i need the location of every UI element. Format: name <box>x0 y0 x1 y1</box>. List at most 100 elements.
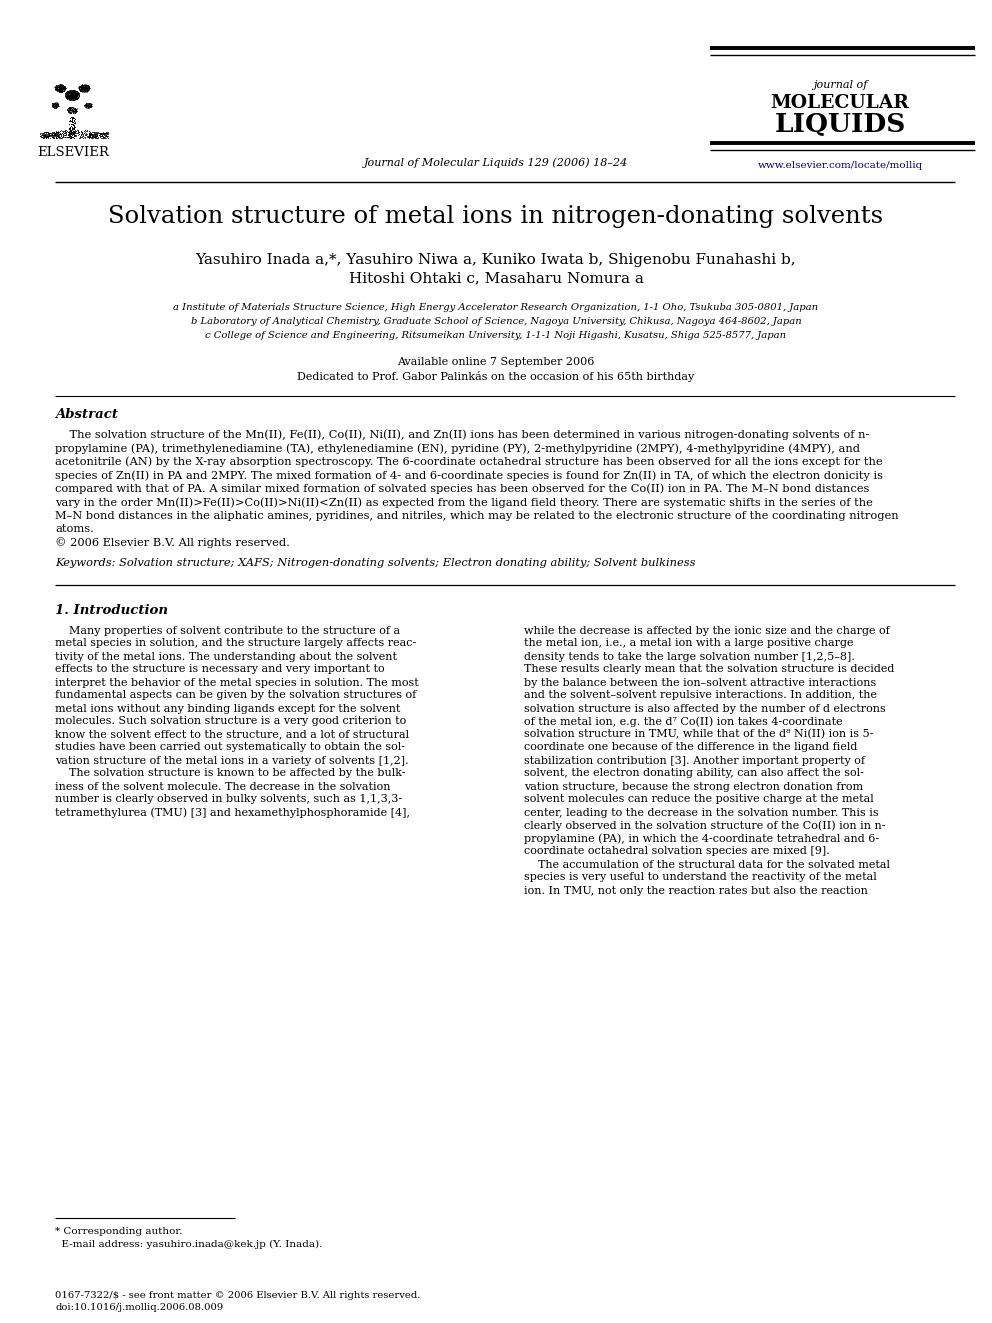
Point <box>61 87 76 108</box>
Point <box>34 127 50 148</box>
Point <box>82 97 98 118</box>
Point <box>49 97 64 118</box>
Point <box>51 75 66 97</box>
Point <box>80 94 96 115</box>
Point <box>73 77 89 98</box>
Point <box>77 77 93 98</box>
Point <box>51 77 66 98</box>
Point <box>53 75 68 97</box>
Point <box>94 127 110 148</box>
Point <box>74 74 90 95</box>
Point <box>60 83 75 105</box>
Point <box>47 95 62 116</box>
Point <box>53 74 68 95</box>
Point <box>77 75 93 97</box>
Point <box>62 87 78 108</box>
Point <box>45 127 61 148</box>
Point <box>59 86 74 107</box>
Point <box>65 86 81 107</box>
Point <box>75 78 91 99</box>
Point <box>64 79 80 101</box>
Point <box>84 123 100 144</box>
Point <box>59 87 74 108</box>
Point <box>78 78 94 99</box>
Point <box>53 75 68 97</box>
Point <box>62 102 78 123</box>
Point <box>60 99 75 120</box>
Point <box>66 79 82 101</box>
Point <box>51 77 66 98</box>
Point <box>66 124 82 146</box>
Point <box>66 87 82 108</box>
Point <box>79 97 95 118</box>
Point <box>52 77 67 98</box>
Point <box>62 81 78 102</box>
Point <box>50 74 65 95</box>
Point <box>67 99 83 120</box>
Point <box>79 97 95 118</box>
Point <box>55 75 70 97</box>
Point <box>72 75 88 97</box>
Point <box>32 126 48 147</box>
Point <box>70 86 86 107</box>
Point <box>67 86 83 107</box>
Point <box>48 78 63 99</box>
Point <box>62 120 77 142</box>
Point <box>67 99 83 120</box>
Point <box>72 78 88 99</box>
Point <box>65 110 81 131</box>
Point <box>67 101 83 122</box>
Point <box>79 75 95 97</box>
Point <box>65 83 81 105</box>
Point <box>51 81 66 102</box>
Point <box>52 74 67 95</box>
Point <box>46 127 62 148</box>
Point <box>76 79 92 101</box>
Point <box>73 81 89 102</box>
Point <box>77 75 93 97</box>
Point <box>83 95 99 116</box>
Point <box>99 124 115 146</box>
Point <box>46 93 62 114</box>
Point <box>45 95 61 116</box>
Point <box>48 77 63 98</box>
Point <box>71 78 87 99</box>
Point <box>79 79 95 101</box>
Point <box>64 124 80 146</box>
Point <box>50 123 65 144</box>
Point <box>46 122 62 143</box>
Point <box>40 123 56 144</box>
Point <box>76 77 92 98</box>
Point <box>67 112 83 134</box>
Point <box>67 126 83 147</box>
Point <box>60 98 75 119</box>
Point <box>64 83 80 105</box>
Point <box>66 83 82 105</box>
Point <box>70 82 86 103</box>
Point <box>56 81 71 102</box>
Point <box>72 127 88 148</box>
Point <box>80 78 96 99</box>
Point <box>89 123 105 144</box>
Point <box>65 79 81 101</box>
Point <box>48 97 63 118</box>
Point <box>78 77 94 98</box>
Point <box>61 87 76 108</box>
Point <box>82 97 98 118</box>
Point <box>65 97 81 118</box>
Point <box>50 94 65 115</box>
Point <box>51 123 66 144</box>
Point <box>49 78 64 99</box>
Point <box>76 74 92 95</box>
Point <box>50 95 65 116</box>
Point <box>57 78 72 99</box>
Point <box>79 95 95 116</box>
Point <box>62 101 78 122</box>
Point <box>77 78 93 99</box>
Point <box>62 102 78 123</box>
Point <box>62 86 78 107</box>
Point <box>60 87 75 108</box>
Point <box>83 122 99 143</box>
Point <box>35 123 51 144</box>
Point <box>76 77 92 98</box>
